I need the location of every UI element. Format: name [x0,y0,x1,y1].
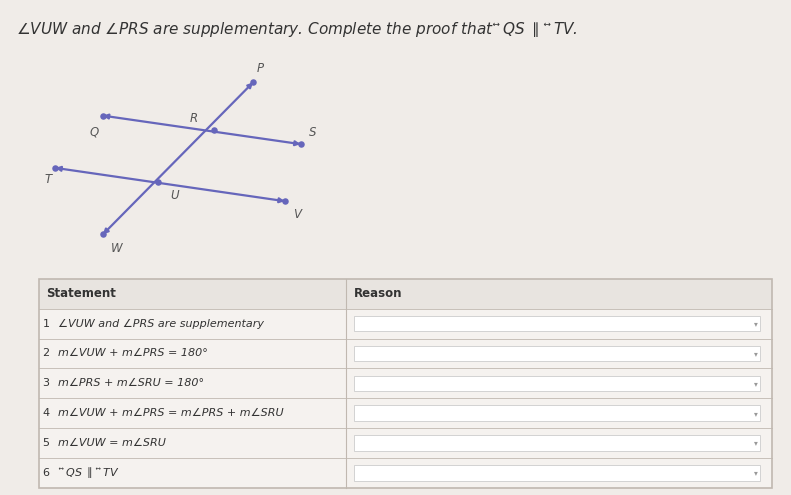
Text: ▾: ▾ [754,439,758,447]
Text: Reason: Reason [354,287,403,300]
Text: m∠VUW = m∠SRU: m∠VUW = m∠SRU [58,438,165,448]
Text: $\angle$VUW and $\angle$PRS are supplementary. Complete the proof that $\overlef: $\angle$VUW and $\angle$PRS are suppleme… [16,20,577,39]
Text: P: P [257,62,264,75]
Bar [354,435,760,451]
Text: ▾: ▾ [754,379,758,388]
Point [152,178,165,186]
Bar [39,279,771,309]
Bar [39,309,771,339]
Text: Statement: Statement [47,287,116,300]
Bar [354,346,760,361]
Bar [39,428,771,458]
Point [49,164,62,172]
Text: 1: 1 [43,319,50,329]
Text: W: W [111,242,123,254]
Text: 3: 3 [43,378,50,389]
Bar [39,398,771,428]
Text: 5: 5 [43,438,50,448]
Bar [39,458,771,488]
Text: 6: 6 [43,468,50,478]
Point [278,197,291,205]
Text: m∠VUW + m∠PRS = 180°: m∠VUW + m∠PRS = 180° [58,348,208,358]
Point [294,140,307,148]
Text: $\overleftrightarrow{QS}$ $\parallel$ $\overleftrightarrow{TV}$: $\overleftrightarrow{QS}$ $\parallel$ $\… [58,465,119,481]
Text: R: R [190,112,198,125]
Bar [354,316,760,331]
Text: ▾: ▾ [754,468,758,478]
Text: 4: 4 [43,408,50,418]
Bar [354,376,760,391]
Point [207,126,220,134]
Text: U: U [170,189,179,202]
Text: V: V [293,208,301,221]
Text: ▾: ▾ [754,349,758,358]
Text: ▾: ▾ [754,319,758,328]
Text: ∠VUW and ∠PRS are supplementary: ∠VUW and ∠PRS are supplementary [58,319,264,329]
Text: Q: Q [89,125,99,138]
Bar [39,339,771,368]
Point [247,78,259,86]
Bar [354,465,760,481]
Text: S: S [308,126,316,140]
Bar [39,368,771,398]
Text: T: T [44,173,51,186]
Point [97,231,109,239]
Bar [354,405,760,421]
Text: ▾: ▾ [754,409,758,418]
Text: m∠PRS + m∠SRU = 180°: m∠PRS + m∠SRU = 180° [58,378,204,389]
Point [97,112,109,120]
Text: m∠VUW + m∠PRS = m∠PRS + m∠SRU: m∠VUW + m∠PRS = m∠PRS + m∠SRU [58,408,283,418]
Text: 2: 2 [43,348,50,358]
